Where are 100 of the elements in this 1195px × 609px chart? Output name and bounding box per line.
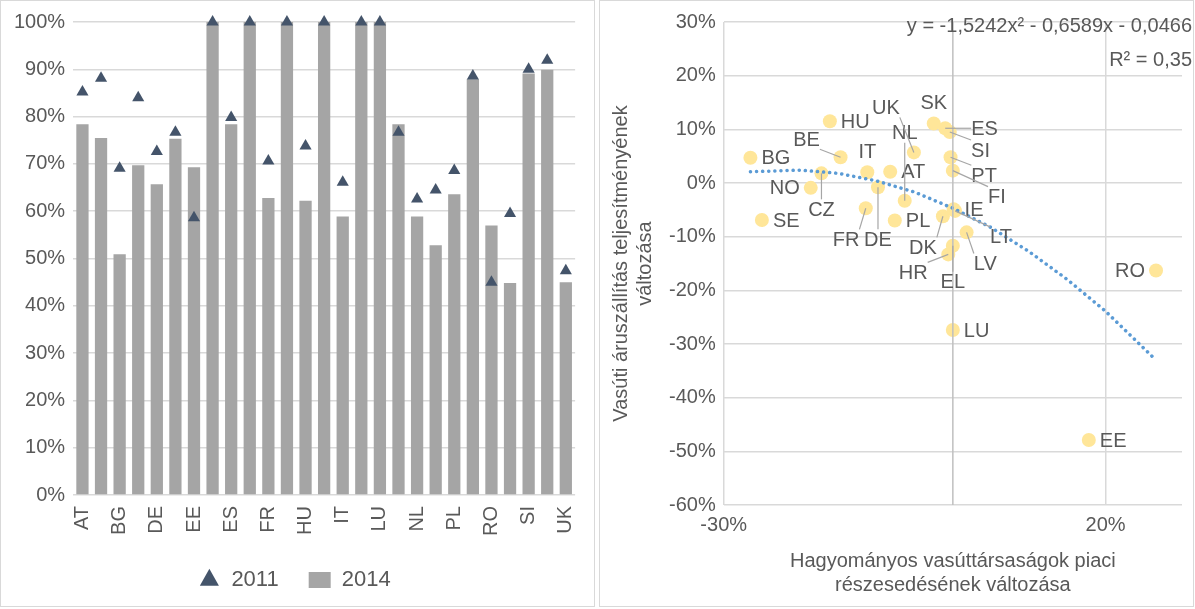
y-tick-label: 10% — [675, 116, 716, 139]
annotation: PL — [905, 209, 931, 232]
point — [541, 53, 554, 64]
annotation: SK — [920, 90, 948, 113]
x-tick-label: PL — [441, 506, 464, 531]
point — [906, 145, 921, 160]
annotation: LU — [963, 318, 990, 341]
point — [485, 275, 498, 286]
annotation: R² = 0,35 — [1109, 47, 1193, 70]
point — [803, 180, 818, 195]
bar — [169, 138, 182, 495]
y-tick-label: 90% — [25, 56, 66, 79]
bar — [206, 22, 219, 495]
bar — [373, 22, 387, 495]
point — [448, 163, 461, 175]
bar — [541, 69, 554, 495]
point — [754, 213, 769, 228]
legend-label: 2011 — [231, 566, 279, 592]
y-tick-label: 60% — [25, 198, 66, 221]
bar — [410, 216, 424, 495]
bar — [466, 79, 479, 495]
x-tick-label: RO — [478, 506, 501, 536]
point — [860, 165, 875, 180]
x-tick-label: AT — [69, 506, 92, 531]
point — [262, 154, 275, 165]
point — [833, 150, 848, 165]
annotation: ES — [971, 116, 998, 139]
point — [429, 182, 442, 194]
point — [522, 62, 535, 73]
annotation: NO — [769, 176, 800, 199]
y-tick-label: 50% — [25, 246, 66, 269]
bar — [392, 124, 405, 495]
annotation: PT — [971, 163, 997, 186]
point — [959, 225, 974, 240]
y-tick-label: -30% — [668, 331, 716, 354]
bar — [280, 22, 294, 495]
annotation: UK — [872, 95, 901, 118]
annotation: SI — [971, 138, 990, 161]
point — [355, 15, 368, 26]
annotation: y = -1,5242x² - 0,6589x - 0,0466 — [906, 13, 1193, 36]
y-tick-label: -20% — [668, 277, 716, 300]
point — [858, 201, 873, 216]
y-tick-label: 20% — [25, 387, 66, 410]
point — [225, 110, 238, 122]
bar — [262, 197, 275, 495]
annotation: DE — [864, 227, 892, 250]
bar — [559, 282, 572, 495]
bar — [485, 225, 498, 495]
bar — [94, 137, 108, 495]
point — [150, 144, 163, 156]
point — [76, 85, 89, 96]
point — [887, 213, 902, 228]
y-tick-label: 30% — [25, 340, 66, 363]
point — [392, 125, 405, 136]
point — [935, 209, 950, 224]
annotation: FI — [988, 185, 1006, 208]
y-tick-label: 0% — [686, 170, 716, 193]
annotation: EE — [1099, 428, 1127, 451]
point — [373, 15, 386, 26]
point — [883, 164, 898, 179]
point — [206, 15, 219, 26]
annotation: BE — [793, 127, 820, 150]
point — [132, 90, 145, 102]
bar — [318, 22, 331, 495]
bar — [187, 167, 201, 495]
y-tick-label: -60% — [668, 492, 716, 515]
point — [187, 210, 201, 222]
point — [336, 175, 349, 186]
annotation: DK — [909, 235, 938, 258]
bar — [225, 124, 238, 495]
x-tick-label: -30% — [700, 512, 748, 535]
y-tick-label: 80% — [25, 104, 66, 127]
y-tick-label: 100% — [14, 9, 66, 32]
point — [1081, 433, 1096, 448]
y-tick-label: 40% — [25, 293, 66, 316]
y-tick-label: 0% — [36, 482, 66, 505]
y-tick-label: 10% — [25, 435, 66, 458]
x-tick-label: HU — [293, 506, 316, 535]
annotation: CZ — [808, 197, 835, 220]
point — [280, 15, 294, 26]
bar — [150, 184, 163, 495]
annotation: HR — [898, 260, 928, 283]
annotation: FR — [832, 227, 860, 250]
y-axis-title: Vasúti áruszállítás teljesítményének változása — [608, 104, 655, 422]
point — [466, 68, 479, 80]
annotation: NL — [891, 121, 918, 144]
bar — [243, 22, 256, 495]
bar — [113, 254, 126, 495]
point — [411, 191, 424, 203]
y-tick-label: -50% — [668, 438, 716, 461]
point — [559, 263, 572, 275]
x-tick-label: EE — [181, 506, 204, 533]
bar — [429, 245, 442, 495]
x-tick-label: LU — [367, 506, 390, 532]
x-tick-label: SI — [516, 506, 539, 525]
y-tick-label: -10% — [668, 224, 716, 247]
point — [169, 125, 182, 136]
annotation: HU — [840, 109, 870, 132]
annotation: EL — [940, 270, 966, 293]
bar — [336, 216, 349, 495]
